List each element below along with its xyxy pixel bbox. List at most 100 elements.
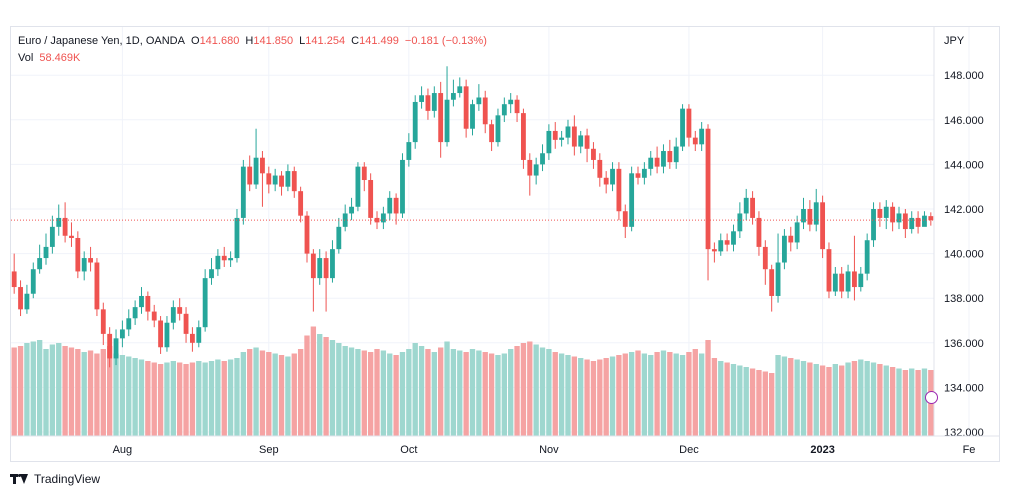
price-candle xyxy=(737,202,743,238)
volume-bar xyxy=(361,350,367,436)
candle-body xyxy=(501,104,507,116)
volume-bar xyxy=(450,349,457,436)
volume-bar xyxy=(514,346,520,436)
price-candle xyxy=(240,159,246,225)
price-candle xyxy=(629,166,635,232)
volume-bars xyxy=(11,326,934,436)
price-candle xyxy=(527,153,533,196)
legend-vol-label: Vol xyxy=(18,52,34,64)
volume-bar xyxy=(81,352,87,436)
volume-bar xyxy=(800,361,807,436)
volume-bar xyxy=(654,352,660,436)
volume-bar xyxy=(539,347,546,436)
price-candle xyxy=(361,162,367,192)
volume-bar xyxy=(87,350,94,436)
candle-body xyxy=(584,135,590,149)
candle-body xyxy=(737,213,743,232)
price-candle xyxy=(94,258,100,317)
price-candle xyxy=(552,122,558,149)
price-candle xyxy=(813,188,819,232)
volume-bar xyxy=(469,349,476,436)
price-candle xyxy=(762,240,768,285)
volume-bar xyxy=(36,340,43,436)
price-candle xyxy=(215,249,221,276)
price-candle xyxy=(75,231,81,279)
tradingview-logo-icon xyxy=(10,473,28,485)
price-candle xyxy=(622,204,628,238)
volume-bar xyxy=(291,353,297,436)
volume-bar xyxy=(558,353,565,436)
legend-change: −0.181 (−0.13%) xyxy=(404,35,487,47)
price-candle xyxy=(247,155,253,192)
candle-body xyxy=(909,217,915,230)
time-axis: Aug Sep Oct Nov Dec 2023 Fe xyxy=(10,435,1000,456)
candle-body xyxy=(272,175,278,185)
candle-body xyxy=(489,124,495,143)
price-candle xyxy=(43,233,49,265)
price-candle xyxy=(883,200,889,230)
volume-bar xyxy=(126,356,132,436)
volume-bar xyxy=(202,362,208,436)
candle-body xyxy=(845,271,851,292)
price-candle xyxy=(578,130,584,154)
candle-body xyxy=(743,197,749,214)
candle-body xyxy=(69,235,74,238)
candle-body xyxy=(425,95,431,111)
candle-body xyxy=(457,86,463,94)
volume-bar xyxy=(113,353,119,436)
volume-bar xyxy=(749,368,756,436)
volume-bar xyxy=(839,365,845,436)
price-candle xyxy=(533,157,539,185)
volume-bar xyxy=(94,353,100,436)
candle-body xyxy=(801,209,806,223)
price-candle xyxy=(393,193,399,225)
price-candle xyxy=(839,266,845,299)
footer-brand[interactable]: TradingView xyxy=(10,472,100,486)
candle-body xyxy=(839,273,845,292)
price-candle xyxy=(126,309,132,337)
volume-bar xyxy=(686,352,692,436)
price-candle xyxy=(266,166,272,194)
price-candle xyxy=(470,99,475,136)
price-candle xyxy=(412,95,418,149)
volume-bar xyxy=(864,361,870,436)
candle-body xyxy=(864,240,870,274)
candle-body xyxy=(832,273,838,292)
price-tick-label: 140.000 xyxy=(944,249,984,261)
price-candle xyxy=(304,211,310,263)
price-candle xyxy=(775,233,781,303)
price-candle xyxy=(62,202,68,243)
price-candle xyxy=(864,233,870,281)
candle-body xyxy=(342,213,348,227)
axis-settings-icon[interactable] xyxy=(925,391,938,404)
price-tick-label: 138.000 xyxy=(944,293,984,305)
price-candle xyxy=(514,95,520,123)
volume-bar xyxy=(915,370,921,436)
price-candle xyxy=(24,284,30,314)
volume-bar xyxy=(17,346,24,436)
volume-bar xyxy=(813,364,819,436)
volume-bar xyxy=(902,370,909,436)
candle-body xyxy=(750,197,756,218)
volume-bar xyxy=(533,344,539,436)
price-candle xyxy=(209,258,214,285)
price-candle xyxy=(501,97,507,123)
price-candle xyxy=(285,164,291,192)
price-candle xyxy=(317,249,323,285)
candle-body xyxy=(266,173,272,185)
price-candle xyxy=(145,291,151,321)
time-tick-label: Dec xyxy=(679,444,699,456)
price-candle xyxy=(431,86,437,118)
price-candle xyxy=(56,204,62,236)
price-candle xyxy=(890,202,896,232)
price-candle xyxy=(336,217,342,254)
price-candle xyxy=(330,240,335,283)
volume-bar xyxy=(380,350,387,436)
volume-bar xyxy=(151,362,157,436)
volume-bar xyxy=(189,362,196,436)
candle-body xyxy=(100,309,106,334)
candle-body xyxy=(552,130,558,140)
price-tick-label: 146.000 xyxy=(944,115,984,127)
volume-bar xyxy=(743,367,749,436)
